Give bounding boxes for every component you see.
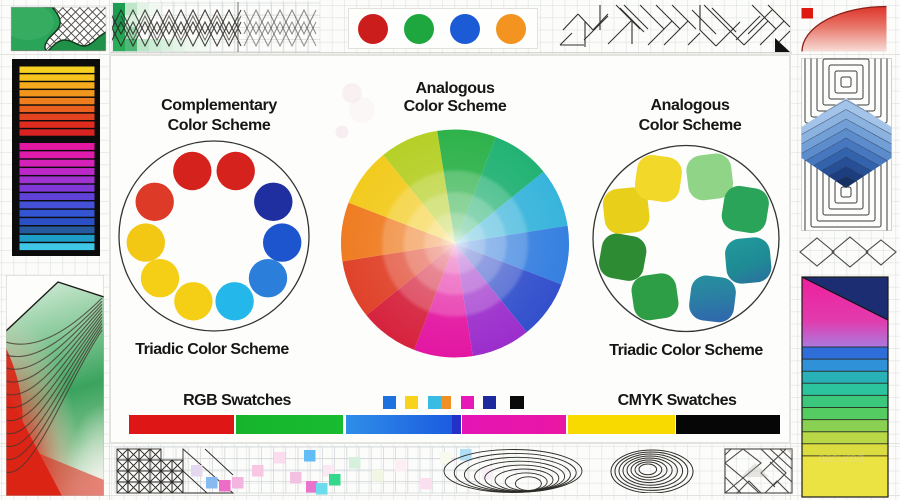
svg-text:assured: assured bbox=[818, 450, 864, 465]
